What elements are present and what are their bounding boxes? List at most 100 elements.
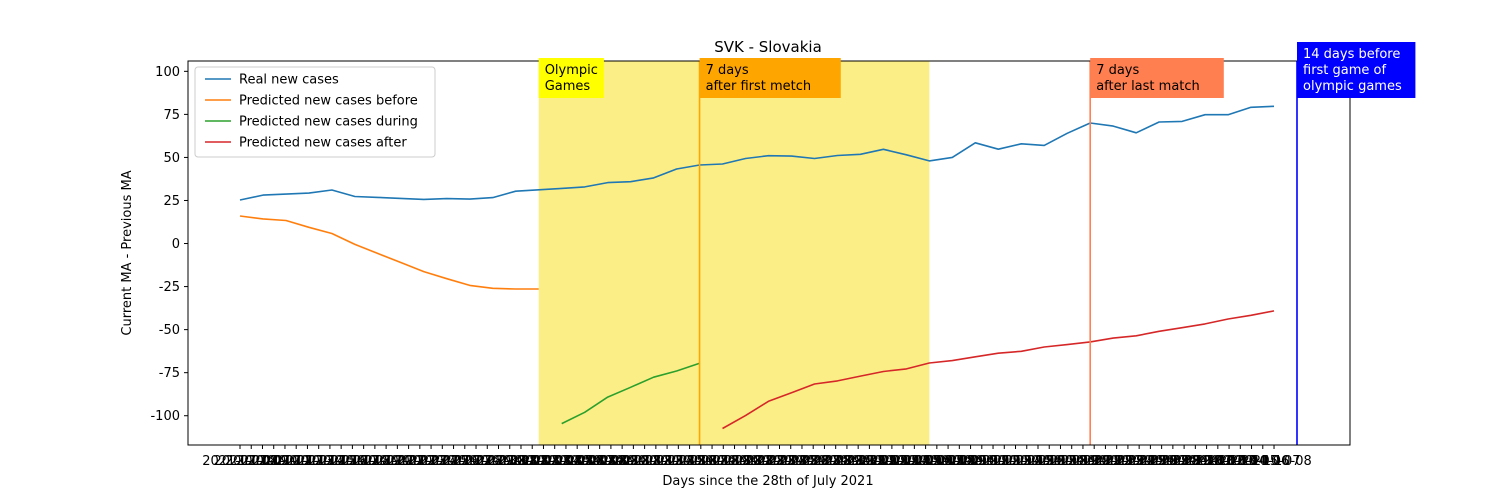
y-tick-label: -25 — [159, 280, 180, 295]
x-tick-label: 2021-09-03 — [843, 454, 919, 469]
x-tick-label: 2021-08-07 — [539, 454, 615, 469]
x-tick-label: 2021-09-18 — [1011, 454, 1087, 469]
legend-label: Predicted new cases after — [239, 136, 407, 151]
x-tick-label: 2021-09-16 — [989, 454, 1065, 469]
legend-label: Predicted new cases before — [239, 94, 418, 109]
annotation-box-0 — [538, 58, 604, 98]
x-tick-label: 2021-09-08 — [899, 454, 975, 469]
x-tick-label: 2021-08-25 — [742, 454, 818, 469]
x-tick-label: 2021-09-20 — [1034, 454, 1110, 469]
x-tick-label: 2021-08-10 — [573, 454, 649, 469]
x-tick-label: 2021-09-15 — [978, 454, 1054, 469]
y-tick-label: 0 — [172, 237, 180, 252]
x-axis-label: Days since the 28th of July 2021 — [662, 474, 873, 489]
x-tick-label: 2021-09-22 — [1056, 454, 1132, 469]
annotation-text: after last match — [1096, 79, 1200, 94]
x-tick-label: 2021-07-11 — [236, 454, 312, 469]
x-tick-label: 2021-07-20 — [337, 454, 413, 469]
x-tick-label: 2021-08-02 — [483, 454, 559, 469]
x-tick-label: 2021-08-01 — [472, 454, 548, 469]
series-line-1 — [239, 215, 539, 290]
x-tick-label: 2021-09-04 — [854, 454, 930, 469]
y-tick-label: -75 — [159, 366, 180, 381]
x-tick-label: 2021-07-24 — [382, 454, 458, 469]
chart-title: SVK - Slovakia — [714, 38, 822, 56]
x-tick-label: 2021-10-01 — [1158, 454, 1234, 469]
legend-label: Predicted new cases during — [239, 115, 418, 130]
x-tick-label: 2021-09-25 — [1090, 454, 1166, 469]
x-tick-label: 2021-08-09 — [562, 454, 638, 469]
x-tick-label: 2021-07-31 — [461, 454, 537, 469]
x-tick-label: 2021-07-25 — [393, 454, 469, 469]
x-tick-label: 2021-07-18 — [315, 454, 391, 469]
annotation-text: 7 days — [706, 63, 749, 78]
x-tick-label: 2021-09-01 — [820, 454, 896, 469]
y-tick-label: 75 — [163, 108, 180, 123]
x-tick-label: 2021-08-18 — [663, 454, 739, 469]
x-tick-label: 2021-09-26 — [1101, 454, 1177, 469]
series-line-3 — [722, 310, 1275, 430]
x-tick-label: 2021-07-10 — [225, 454, 301, 469]
annotation-text: 7 days — [1096, 63, 1139, 78]
x-tick-label: 2021-08-29 — [787, 454, 863, 469]
legend-label: Real new cases — [239, 73, 339, 88]
x-tick-label: 2021-07-09 — [213, 454, 289, 469]
x-tick-label: 2021-08-12 — [596, 454, 672, 469]
annotation-text: first game of — [1303, 63, 1387, 78]
x-tick-label: 2021-07-29 — [438, 454, 514, 469]
x-tick-label: 2021-07-17 — [303, 454, 379, 469]
x-tick-label: 2021-08-31 — [809, 454, 885, 469]
x-tick-label: 2021-07-13 — [258, 454, 334, 469]
series-line-2 — [561, 362, 700, 425]
legend — [194, 66, 436, 158]
x-tick-label: 2021-07-26 — [405, 454, 481, 469]
x-tick-label: 2021-10-08 — [1236, 454, 1312, 469]
x-tick-label: 2021-08-08 — [551, 454, 627, 469]
x-tick-label: 2021-07-30 — [449, 454, 525, 469]
annotation-text: 14 days before — [1303, 47, 1400, 62]
x-tick-label: 2021-08-24 — [730, 454, 806, 469]
x-tick-label: 2021-08-17 — [652, 454, 728, 469]
x-tick-label: 2021-09-09 — [910, 454, 986, 469]
x-tick-label: 2021-08-14 — [618, 454, 694, 469]
x-tick-label: 2021-07-21 — [348, 454, 424, 469]
x-tick-label: 2021-08-05 — [517, 454, 593, 469]
y-tick-label: -100 — [150, 409, 180, 424]
x-tick-label: 2021-07-16 — [292, 454, 368, 469]
olympic-shaded-region — [538, 61, 930, 445]
x-tick-label: 2021-09-02 — [832, 454, 908, 469]
x-tick-label: 2021-10-02 — [1169, 454, 1245, 469]
annotation-box-3 — [1297, 42, 1416, 98]
x-tick-label: 2021-09-29 — [1135, 454, 1211, 469]
x-tick-label: 2021-08-19 — [674, 454, 750, 469]
x-tick-label: 2021-09-24 — [1079, 454, 1155, 469]
y-axis-label: Current MA - Previous MA — [120, 170, 135, 335]
x-tick-label: 2021-08-30 — [798, 454, 874, 469]
x-tick-label: 2021-08-21 — [697, 454, 773, 469]
x-tick-label: 2021-09-05 — [865, 454, 941, 469]
x-tick-label: 2021-08-28 — [775, 454, 851, 469]
x-tick-label: 2021-09-07 — [888, 454, 964, 469]
x-tick-label: 2021-10-06 — [1214, 454, 1290, 469]
annotation-text: Olympic — [545, 63, 598, 78]
y-tick-label: 25 — [163, 194, 180, 209]
x-tick-label: 2021-08-15 — [629, 454, 705, 469]
x-tick-label: 2021-09-10 — [922, 454, 998, 469]
x-tick-label: 2021-08-11 — [584, 454, 660, 469]
x-tick-label: 2021-07-27 — [416, 454, 492, 469]
x-tick-label: 2021-09-17 — [1000, 454, 1076, 469]
x-tick-label: 2021-08-16 — [641, 454, 717, 469]
annotation-box-2 — [1090, 58, 1224, 98]
series-line-0 — [239, 105, 1275, 201]
x-tick-label: 2021-08-23 — [719, 454, 795, 469]
x-tick-label: 2021-09-11 — [933, 454, 1009, 469]
annotation-text: Games — [545, 79, 591, 94]
x-tick-label: 2021-07-22 — [360, 454, 436, 469]
x-tick-label: 2021-08-06 — [528, 454, 604, 469]
x-tick-label: 2021-07-23 — [371, 454, 447, 469]
y-tick-label: 50 — [163, 151, 180, 166]
x-tick-label: 2021-08-20 — [686, 454, 762, 469]
x-tick-label: 2021-08-22 — [708, 454, 784, 469]
x-tick-label: 2021-10-05 — [1203, 454, 1279, 469]
